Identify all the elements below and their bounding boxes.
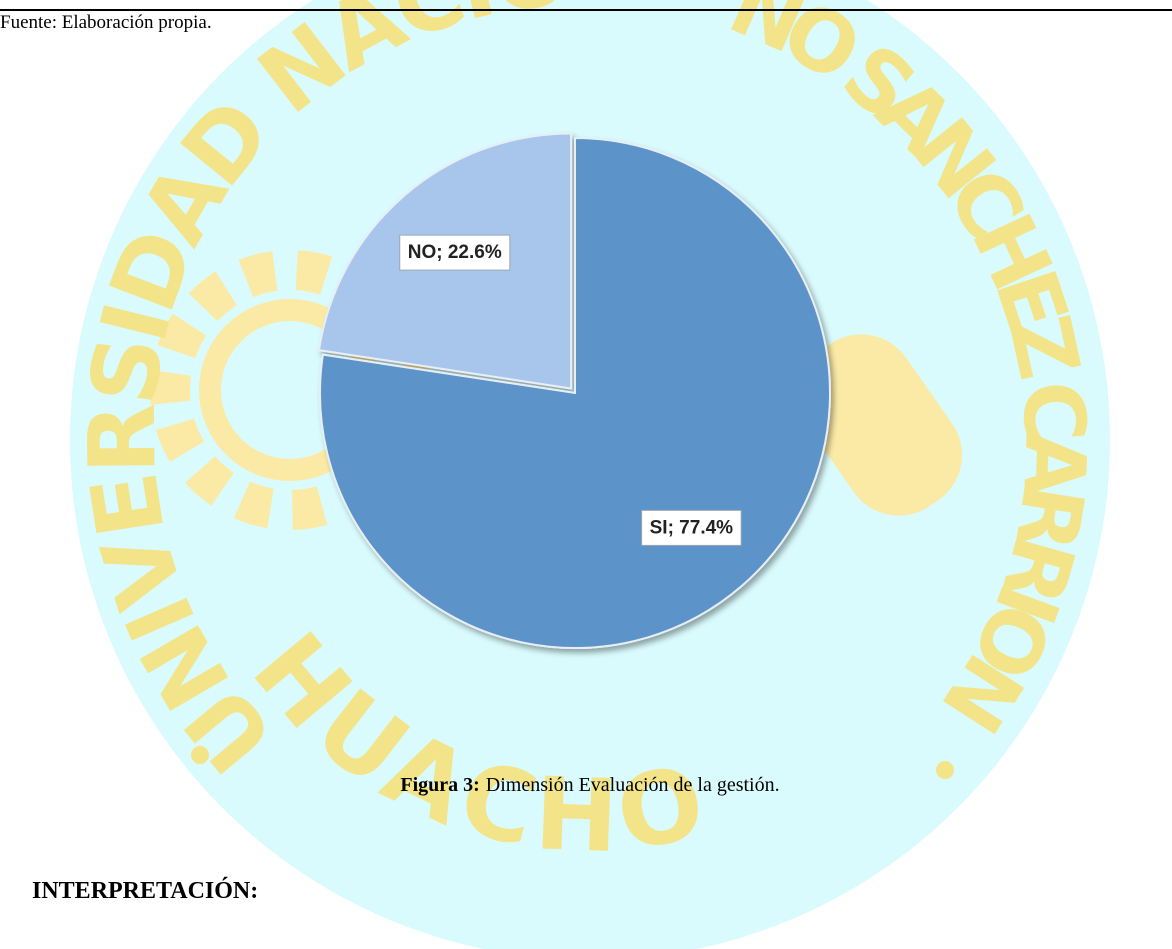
watermark-dot xyxy=(191,746,209,764)
data-label-box xyxy=(399,234,511,271)
data-label: SI; 77.4% xyxy=(650,517,734,538)
caption: Figura 3: Dimensión Evaluación de la gest… xyxy=(400,774,779,796)
pie-chart xyxy=(317,132,831,649)
data-label-box xyxy=(641,509,742,546)
source-note: Fuente: Elaboración propia. xyxy=(0,12,212,33)
watermark-dot xyxy=(936,761,954,779)
watermark-bulb xyxy=(797,334,963,516)
pie-labels: SI; 77.4% NO; 22.6% xyxy=(399,234,742,546)
caption-text: Dimensión Evaluación de la gestión. xyxy=(486,774,780,796)
caption-label: Figura 3: xyxy=(400,774,479,796)
heading: INTERPRETACIÓN: xyxy=(32,877,258,904)
data-label: NO; 22.6% xyxy=(408,242,502,263)
